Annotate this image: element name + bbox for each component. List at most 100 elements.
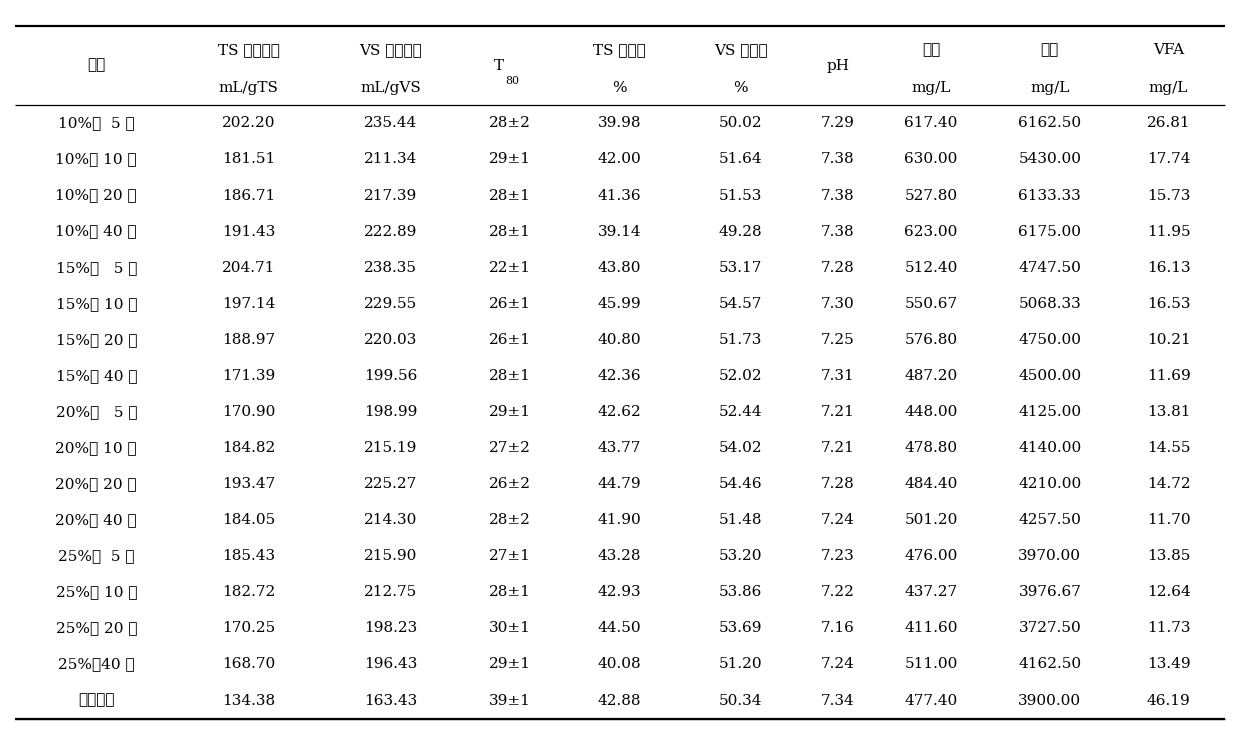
Text: 215.90: 215.90 — [365, 549, 418, 563]
Text: 7.28: 7.28 — [821, 261, 854, 275]
Text: 10.21: 10.21 — [1147, 333, 1190, 347]
Text: 437.27: 437.27 — [905, 585, 957, 599]
Text: 11.95: 11.95 — [1147, 225, 1190, 239]
Text: 15.73: 15.73 — [1147, 189, 1190, 203]
Text: 22±1: 22±1 — [490, 261, 531, 275]
Text: %: % — [733, 81, 748, 95]
Text: 13.81: 13.81 — [1147, 405, 1190, 419]
Text: 50.02: 50.02 — [719, 116, 763, 130]
Text: 10%， 40 目: 10%， 40 目 — [56, 225, 138, 239]
Text: 49.28: 49.28 — [719, 225, 763, 239]
Text: 448.00: 448.00 — [904, 405, 957, 419]
Text: 3900.00: 3900.00 — [1018, 694, 1081, 708]
Text: 193.47: 193.47 — [222, 477, 275, 491]
Text: 211.34: 211.34 — [365, 153, 418, 167]
Text: 7.31: 7.31 — [821, 369, 854, 383]
Text: 6162.50: 6162.50 — [1018, 116, 1081, 130]
Text: 42.36: 42.36 — [598, 369, 641, 383]
Text: 225.27: 225.27 — [365, 477, 418, 491]
Text: 25%，40 目: 25%，40 目 — [58, 657, 135, 671]
Text: 53.17: 53.17 — [719, 261, 763, 275]
Text: 15%， 20 目: 15%， 20 目 — [56, 333, 138, 347]
Text: 39±1: 39±1 — [490, 694, 531, 708]
Text: 20%，   5 目: 20%， 5 目 — [56, 405, 138, 419]
Text: 4140.00: 4140.00 — [1018, 441, 1081, 455]
Text: 39.98: 39.98 — [598, 116, 641, 130]
Text: 氨氮: 氨氮 — [923, 43, 940, 57]
Text: 51.73: 51.73 — [719, 333, 763, 347]
Text: 184.82: 184.82 — [222, 441, 275, 455]
Text: mg/L: mg/L — [1148, 81, 1188, 95]
Text: 185.43: 185.43 — [222, 549, 275, 563]
Text: pH: pH — [827, 59, 849, 72]
Text: 28±2: 28±2 — [490, 116, 531, 130]
Text: VS 产甲烷量: VS 产甲烷量 — [360, 43, 423, 57]
Text: 197.14: 197.14 — [222, 297, 275, 311]
Text: 484.40: 484.40 — [904, 477, 957, 491]
Text: 42.62: 42.62 — [598, 405, 641, 419]
Text: 617.40: 617.40 — [904, 116, 957, 130]
Text: 15%， 40 目: 15%， 40 目 — [56, 369, 138, 383]
Text: 217.39: 217.39 — [365, 189, 418, 203]
Text: 42.93: 42.93 — [598, 585, 641, 599]
Text: 7.21: 7.21 — [821, 441, 854, 455]
Text: 13.85: 13.85 — [1147, 549, 1190, 563]
Text: mL/gVS: mL/gVS — [361, 81, 422, 95]
Text: 212.75: 212.75 — [365, 585, 418, 599]
Text: 7.16: 7.16 — [821, 621, 854, 635]
Text: 7.23: 7.23 — [821, 549, 854, 563]
Text: 170.25: 170.25 — [222, 621, 275, 635]
Text: 188.97: 188.97 — [222, 333, 275, 347]
Text: 7.24: 7.24 — [821, 657, 854, 671]
Text: 未预处理: 未预处理 — [78, 694, 114, 708]
Text: 50.34: 50.34 — [719, 694, 763, 708]
Text: 7.29: 7.29 — [821, 116, 854, 130]
Text: 29±1: 29±1 — [490, 657, 531, 671]
Text: 16.53: 16.53 — [1147, 297, 1190, 311]
Text: 53.86: 53.86 — [719, 585, 763, 599]
Text: 3727.50: 3727.50 — [1018, 621, 1081, 635]
Text: 16.13: 16.13 — [1147, 261, 1190, 275]
Text: 511.00: 511.00 — [904, 657, 957, 671]
Text: 44.79: 44.79 — [598, 477, 641, 491]
Text: 15%， 10 目: 15%， 10 目 — [56, 297, 138, 311]
Text: 43.28: 43.28 — [598, 549, 641, 563]
Text: 25%，  5 目: 25%， 5 目 — [58, 549, 135, 563]
Text: 3970.00: 3970.00 — [1018, 549, 1081, 563]
Text: 238.35: 238.35 — [365, 261, 418, 275]
Text: 10%，  5 目: 10%， 5 目 — [58, 116, 135, 130]
Text: 199.56: 199.56 — [365, 369, 418, 383]
Text: 26±1: 26±1 — [490, 297, 531, 311]
Text: 51.20: 51.20 — [719, 657, 763, 671]
Text: 26±2: 26±2 — [490, 477, 531, 491]
Text: 20%， 20 目: 20%， 20 目 — [56, 477, 138, 491]
Text: 20%， 10 目: 20%， 10 目 — [56, 441, 138, 455]
Text: 168.70: 168.70 — [222, 657, 275, 671]
Text: 54.46: 54.46 — [719, 477, 763, 491]
Text: 476.00: 476.00 — [904, 549, 957, 563]
Text: 220.03: 220.03 — [365, 333, 418, 347]
Text: 42.88: 42.88 — [598, 694, 641, 708]
Text: 198.99: 198.99 — [365, 405, 418, 419]
Text: 4500.00: 4500.00 — [1018, 369, 1081, 383]
Text: 550.67: 550.67 — [905, 297, 957, 311]
Text: 4750.00: 4750.00 — [1018, 333, 1081, 347]
Text: 7.25: 7.25 — [821, 333, 854, 347]
Text: 52.02: 52.02 — [719, 369, 763, 383]
Text: 17.74: 17.74 — [1147, 153, 1190, 167]
Text: 196.43: 196.43 — [365, 657, 418, 671]
Text: 51.48: 51.48 — [719, 513, 763, 527]
Text: 29±1: 29±1 — [490, 405, 531, 419]
Text: 7.30: 7.30 — [821, 297, 854, 311]
Text: 12.64: 12.64 — [1147, 585, 1190, 599]
Text: 7.22: 7.22 — [821, 585, 854, 599]
Text: 171.39: 171.39 — [222, 369, 275, 383]
Text: 7.21: 7.21 — [821, 405, 854, 419]
Text: 501.20: 501.20 — [904, 513, 957, 527]
Text: TS 去除率: TS 去除率 — [593, 43, 646, 57]
Text: 51.53: 51.53 — [719, 189, 763, 203]
Text: 指标: 指标 — [87, 59, 105, 72]
Text: 7.38: 7.38 — [821, 189, 854, 203]
Text: 4162.50: 4162.50 — [1018, 657, 1081, 671]
Text: %: % — [613, 81, 626, 95]
